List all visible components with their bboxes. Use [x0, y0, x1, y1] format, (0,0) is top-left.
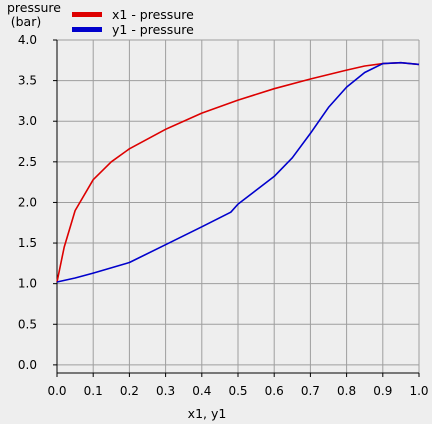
- y-tick-label: 1.0: [18, 277, 37, 291]
- chart-series: [56, 61, 420, 283]
- x-tick-label: 0.1: [84, 384, 103, 398]
- series-line-1: [56, 61, 420, 283]
- x-tick-label: 0.3: [156, 384, 175, 398]
- legend-label: y1 - pressure: [112, 22, 194, 37]
- y-tick-label: 2.5: [18, 155, 37, 169]
- y-tick-label: 4.0: [18, 33, 37, 47]
- legend-swatch: [72, 12, 102, 17]
- series-line-2: [56, 61, 420, 283]
- legend-swatch: [72, 27, 102, 32]
- chart-grid: [56, 39, 420, 373]
- x-tick-label: 0.2: [120, 384, 139, 398]
- y-tick-label: 3.5: [18, 74, 37, 88]
- y-tick-label: 3.0: [18, 114, 37, 128]
- y-tick-labels: 0.0 0.5 1.0 1.5 2.0 2.5 3.0 3.5 4.0: [18, 33, 37, 372]
- y-axis-title-line2: (bar): [11, 14, 42, 29]
- x-tick-label: 0.0: [47, 384, 66, 398]
- x-tick-label: 0.4: [192, 384, 211, 398]
- y-tick-label: 2.0: [18, 195, 37, 209]
- x-tick-label: 0.7: [301, 384, 320, 398]
- x-tick-label: 0.9: [373, 384, 392, 398]
- x-tick-label: 0.8: [337, 384, 356, 398]
- y-axis-title-line1: pressure: [7, 0, 61, 15]
- y-tick-label: 0.5: [18, 317, 37, 331]
- legend-label: x1 - pressure: [112, 7, 194, 22]
- y-tick-label: 0.0: [18, 358, 37, 372]
- x-tick-label: 0.5: [228, 384, 247, 398]
- y-tick-label: 1.5: [18, 236, 37, 250]
- x-tick-labels: 0.0 0.1 0.2 0.3 0.4 0.5 0.6 0.7 0.8 0.9 1.0: [47, 384, 428, 398]
- x-axis-title: x1, y1: [188, 406, 227, 421]
- x-tick-label: 0.6: [265, 384, 284, 398]
- x-tick-label: 1.0: [409, 384, 428, 398]
- chart-axes: [53, 39, 420, 377]
